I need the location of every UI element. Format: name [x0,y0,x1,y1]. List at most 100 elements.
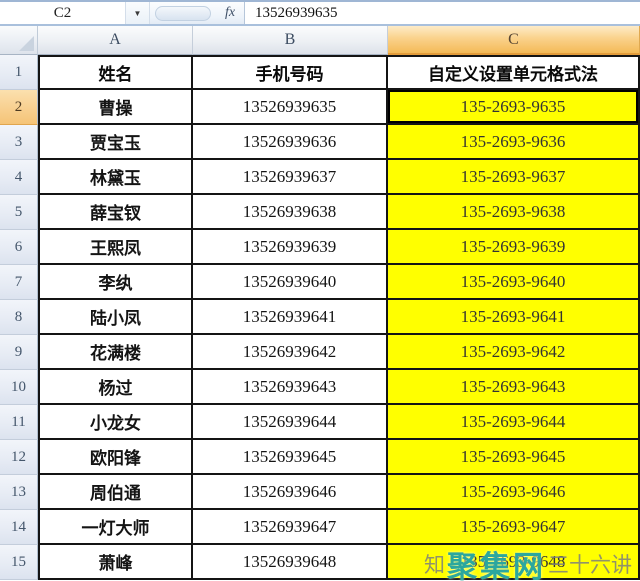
cell-formatted-phone[interactable]: 135-2693-9636 [388,125,640,160]
cell-name[interactable]: 贾宝玉 [38,125,193,160]
cell-text: 135-2693-9648 [460,551,566,571]
cell-name[interactable]: 欧阳锋 [38,440,193,475]
cell-formatted-phone[interactable]: 135-2693-9635 [388,90,640,125]
row-header[interactable]: 11 [0,405,38,440]
cell-phone[interactable]: 13526939635 [193,90,388,125]
row-header[interactable]: 6 [0,230,38,265]
cell-text: 欧阳锋 [90,449,141,468]
row-header[interactable]: 2 [0,90,38,125]
row-header[interactable]: 1 [0,55,38,90]
row-header[interactable]: 15 [0,545,38,580]
table-row: 14 一灯大师 13526939647 135-2693-9647 [0,510,640,545]
row-header[interactable]: 12 [0,440,38,475]
column-header-a[interactable]: A [38,26,193,55]
cell-text: 陆小凤 [90,309,141,328]
cell-phone[interactable]: 13526939639 [193,230,388,265]
column-header-row: A B C [0,26,640,55]
cell-phone[interactable]: 13526939646 [193,475,388,510]
cell-name[interactable]: 王熙凤 [38,230,193,265]
cell-text: 13526939641 [242,306,337,326]
cell-phone[interactable]: 13526939637 [193,160,388,195]
table-row: 12 欧阳锋 13526939645 135-2693-9645 [0,440,640,475]
cell-text: 曹操 [98,99,133,118]
cell-phone[interactable]: 13526939640 [193,265,388,300]
cell-text: 自定义设置单元格式法 [428,65,598,84]
cell-formatted-phone[interactable]: 135-2693-9648 [388,545,640,580]
row-number: 9 [14,343,23,360]
cell-phone[interactable]: 13526939636 [193,125,388,160]
cell-name[interactable]: 小龙女 [38,405,193,440]
cell-phone[interactable]: 13526939642 [193,335,388,370]
row-number: 13 [11,483,26,500]
cell-text: 135-2693-9637 [460,166,566,186]
cell-text: 13526939640 [242,271,337,291]
cell-name[interactable]: 曹操 [38,90,193,125]
insert-function-button[interactable]: fx [216,2,244,24]
cell-formatted-phone[interactable]: 135-2693-9638 [388,195,640,230]
select-all-corner[interactable] [0,26,38,55]
formula-bar-splitter-handle[interactable] [155,5,211,21]
cell-formatted-phone[interactable]: 135-2693-9643 [388,370,640,405]
column-header-c[interactable]: C [388,26,640,55]
cell-text: 13526939639 [242,236,337,256]
cell-phone[interactable]: 13526939638 [193,195,388,230]
row-number: 5 [14,203,23,220]
cell-name[interactable]: 薛宝钗 [38,195,193,230]
row-header[interactable]: 4 [0,160,38,195]
row-header[interactable]: 7 [0,265,38,300]
cell-phone[interactable]: 13526939648 [193,545,388,580]
row-header[interactable]: 8 [0,300,38,335]
cell-text: 萧峰 [98,554,133,573]
cell-phone[interactable]: 13526939645 [193,440,388,475]
table-row: 13 周伯通 13526939646 135-2693-9646 [0,475,640,510]
row-header[interactable]: 5 [0,195,38,230]
row-header[interactable]: 9 [0,335,38,370]
cell-formatted-phone[interactable]: 135-2693-9639 [388,230,640,265]
cell-a1-name-header[interactable]: 姓名 [38,55,193,90]
cell-name[interactable]: 一灯大师 [38,510,193,545]
cell-name[interactable]: 陆小凤 [38,300,193,335]
cell-phone[interactable]: 13526939641 [193,300,388,335]
row-header[interactable]: 3 [0,125,38,160]
column-header-b[interactable]: B [193,26,388,55]
cell-b1-phone-header[interactable]: 手机号码 [193,55,388,90]
cell-text: 13526939646 [242,481,337,501]
cell-formatted-phone[interactable]: 135-2693-9641 [388,300,640,335]
name-box-value: C2 [53,4,72,21]
cell-text: 135-2693-9640 [460,271,566,291]
cell-phone[interactable]: 13526939644 [193,405,388,440]
cell-name[interactable]: 林黛玉 [38,160,193,195]
cell-name[interactable]: 萧峰 [38,545,193,580]
row-number: 3 [14,133,23,150]
cell-text: 一灯大师 [81,519,150,538]
cell-text: 小龙女 [90,414,141,433]
cell-phone[interactable]: 13526939647 [193,510,388,545]
cell-formatted-phone[interactable]: 135-2693-9645 [388,440,640,475]
cell-text: 135-2693-9643 [460,376,566,396]
cell-formatted-phone[interactable]: 135-2693-9644 [388,405,640,440]
cell-formatted-phone[interactable]: 135-2693-9640 [388,265,640,300]
cell-name[interactable]: 李纨 [38,265,193,300]
cell-text: 135-2693-9647 [460,516,566,536]
cell-name[interactable]: 杨过 [38,370,193,405]
cell-formatted-phone[interactable]: 135-2693-9647 [388,510,640,545]
table-row: 9 花满楼 13526939642 135-2693-9642 [0,335,640,370]
formula-input[interactable]: 13526939635 [244,2,640,24]
cell-formatted-phone[interactable]: 135-2693-9642 [388,335,640,370]
cell-phone[interactable]: 13526939643 [193,370,388,405]
cell-name[interactable]: 周伯通 [38,475,193,510]
column-letter: A [109,31,121,48]
row-header[interactable]: 10 [0,370,38,405]
cell-c1-format-header[interactable]: 自定义设置单元格式法 [388,55,640,90]
table-row-1: 1 姓名 手机号码 自定义设置单元格式法 [0,55,640,90]
row-header[interactable]: 14 [0,510,38,545]
cell-text: 姓名 [98,65,133,84]
row-header[interactable]: 13 [0,475,38,510]
cell-name[interactable]: 花满楼 [38,335,193,370]
table-row: 4 林黛玉 13526939637 135-2693-9637 [0,160,640,195]
cell-formatted-phone[interactable]: 135-2693-9646 [388,475,640,510]
name-box[interactable]: C2 [0,2,126,24]
cell-formatted-phone[interactable]: 135-2693-9637 [388,160,640,195]
name-box-dropdown-button[interactable]: ▼ [126,2,150,24]
cell-text: 李纨 [98,274,133,293]
